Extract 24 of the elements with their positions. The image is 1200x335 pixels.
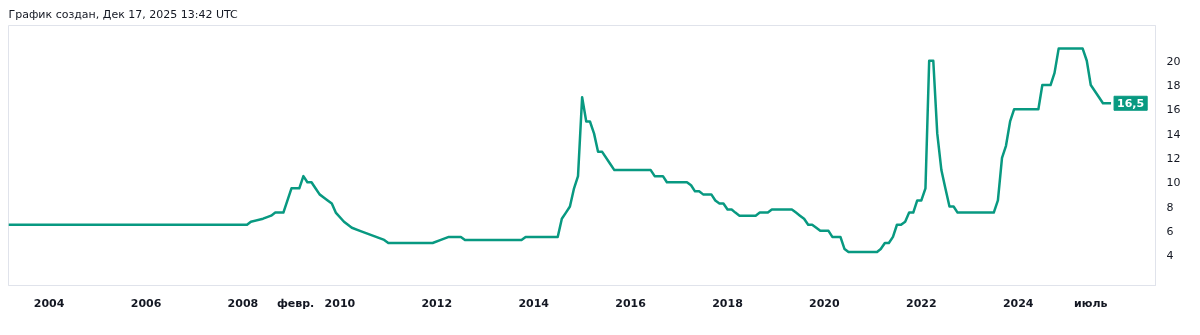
- x-tick-label: 2016: [615, 296, 647, 310]
- y-tick-label: 12: [1166, 151, 1181, 165]
- y-tick-label: 8: [1166, 200, 1174, 214]
- y-tick-label: 10: [1166, 176, 1181, 190]
- y-tick-label: 4: [1166, 249, 1174, 263]
- x-tick-label: июль: [1074, 296, 1108, 310]
- x-tick-label: 2004: [33, 296, 65, 310]
- chart-title: График создан, Дек 17, 2025 13:42 UTC: [8, 7, 239, 21]
- y-tick-label: 20: [1166, 54, 1181, 68]
- x-tick-label: 2010: [324, 296, 356, 310]
- annotation: 16,5: [1117, 97, 1145, 111]
- x-tick-label: 2024: [1002, 296, 1034, 310]
- x-tick-label: 2006: [130, 296, 162, 310]
- x-tick-label: февр.: [276, 296, 315, 310]
- x-tick-label: 2012: [421, 296, 453, 310]
- x-tick-label: 2008: [227, 296, 259, 310]
- x-tick-label: 2014: [518, 296, 550, 310]
- x-tick-label: 2022: [906, 296, 937, 310]
- y-tick-label: 14: [1166, 127, 1181, 141]
- y-tick-label: 16: [1166, 103, 1181, 117]
- y-tick-label: 6: [1166, 224, 1174, 238]
- x-tick-label: 2020: [809, 296, 841, 310]
- x-tick-label: 2018: [712, 296, 743, 310]
- y-tick-label: 18: [1166, 79, 1181, 93]
